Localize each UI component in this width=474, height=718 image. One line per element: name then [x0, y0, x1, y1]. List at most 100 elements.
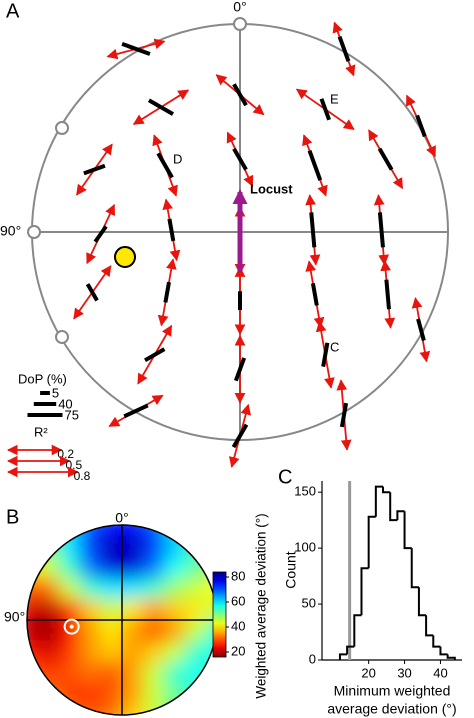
dop-bar [156, 152, 174, 179]
heat-cell [59, 704, 81, 715]
annotation: C [330, 339, 339, 354]
panel-label: A [6, 0, 20, 22]
histogram-bin [417, 587, 427, 617]
reference-marker [27, 225, 41, 239]
colorbar [212, 571, 227, 658]
heat-cell [27, 557, 39, 579]
north-label: 0° [115, 510, 128, 526]
heat-cell [206, 683, 217, 705]
colorbar-tick-label: 20 [231, 643, 245, 658]
annotation: E [330, 91, 339, 106]
heat-cell [59, 525, 81, 537]
heat-cell [101, 641, 123, 663]
y-tick-label: 0 [309, 651, 316, 666]
heat-cell [143, 641, 165, 663]
heat-cell [101, 578, 123, 600]
histogram-bin [396, 510, 405, 521]
heat-cell [80, 557, 102, 579]
sun [114, 246, 136, 268]
heat-cell [38, 536, 60, 558]
heat-cell [38, 620, 60, 642]
heat-cell [185, 641, 207, 663]
heat-cell [38, 641, 60, 663]
heat-cell [101, 620, 123, 642]
heat-cell [59, 662, 81, 684]
heat-cell [27, 662, 39, 684]
histogram-bin [382, 486, 391, 494]
heat-cell [27, 525, 39, 537]
histogram: 20 30 40 0 50 100 150 [294, 481, 462, 680]
heat-cell [143, 578, 165, 600]
heat-cell [27, 683, 39, 705]
histogram-bin [432, 635, 441, 648]
heat-cell [38, 578, 60, 600]
heat-cell [80, 683, 102, 705]
heat-cell [101, 557, 123, 579]
heat-cell [206, 620, 217, 642]
heat-cell [38, 599, 60, 621]
heat-cell [206, 704, 217, 715]
x-tick-label: 30 [397, 665, 411, 680]
y-axis-label: Count [283, 551, 299, 588]
colorbar-tick-label: 80 [231, 568, 245, 583]
histogram-bin [346, 645, 355, 655]
heat-cell [59, 641, 81, 663]
histogram-bin [446, 654, 456, 660]
heat-cell [122, 599, 144, 621]
r2-legend-label: 0.8 [74, 469, 91, 483]
heat-cell [143, 536, 165, 558]
dop-legend-title: DoP (%) [18, 371, 67, 386]
heat-cell [206, 536, 217, 558]
heat-cell [101, 599, 123, 621]
heat-cell [164, 620, 186, 642]
heat-cell [122, 578, 144, 600]
heat-cell [143, 557, 165, 579]
heat-cell [164, 704, 186, 715]
heat-cell [206, 525, 217, 537]
heat-cell [122, 662, 144, 684]
heat-cell [206, 599, 217, 621]
heat-cell [164, 599, 186, 621]
dop-bar [310, 283, 319, 306]
dop-bar [337, 36, 351, 62]
heat-cell [122, 525, 144, 537]
heat-cell [143, 599, 165, 621]
heat-cell [185, 620, 207, 642]
heat-cell [38, 704, 60, 715]
heat-cell [80, 620, 102, 642]
heat-cell [122, 536, 144, 558]
histogram-bin [367, 515, 376, 569]
heat-cell [185, 683, 207, 705]
x-tick-label: 40 [433, 665, 447, 680]
heat-cell [122, 557, 144, 579]
histogram-bin [389, 492, 398, 522]
heat-cell [122, 620, 144, 642]
heat-cell [164, 578, 186, 600]
minimum-marker [63, 618, 80, 635]
histogram-bin [410, 548, 419, 589]
heat-cell [206, 662, 217, 684]
dop-bar [123, 403, 149, 419]
dop-bar [339, 402, 349, 428]
x-axis-label: Minimum weighted [334, 683, 451, 699]
heat-cell [101, 704, 123, 715]
dop-bar [233, 357, 247, 382]
heat-cell [101, 536, 123, 558]
heat-cell [122, 683, 144, 705]
heat-cell [27, 536, 39, 558]
heat-cell [143, 620, 165, 642]
heat-cell [185, 599, 207, 621]
heat-cell [27, 599, 39, 621]
colorbar-label: Weighted average deviation (°) [254, 513, 269, 698]
dop-bar [321, 342, 330, 367]
dop-bar [231, 423, 249, 449]
heat-cell [80, 578, 102, 600]
heat-cell [185, 578, 207, 600]
reference-marker [233, 17, 247, 31]
dop-bar [377, 147, 394, 171]
heat-cell [143, 662, 165, 684]
heat-cell [185, 525, 207, 537]
histogram-bin [403, 511, 412, 550]
heat-cell [27, 704, 39, 715]
